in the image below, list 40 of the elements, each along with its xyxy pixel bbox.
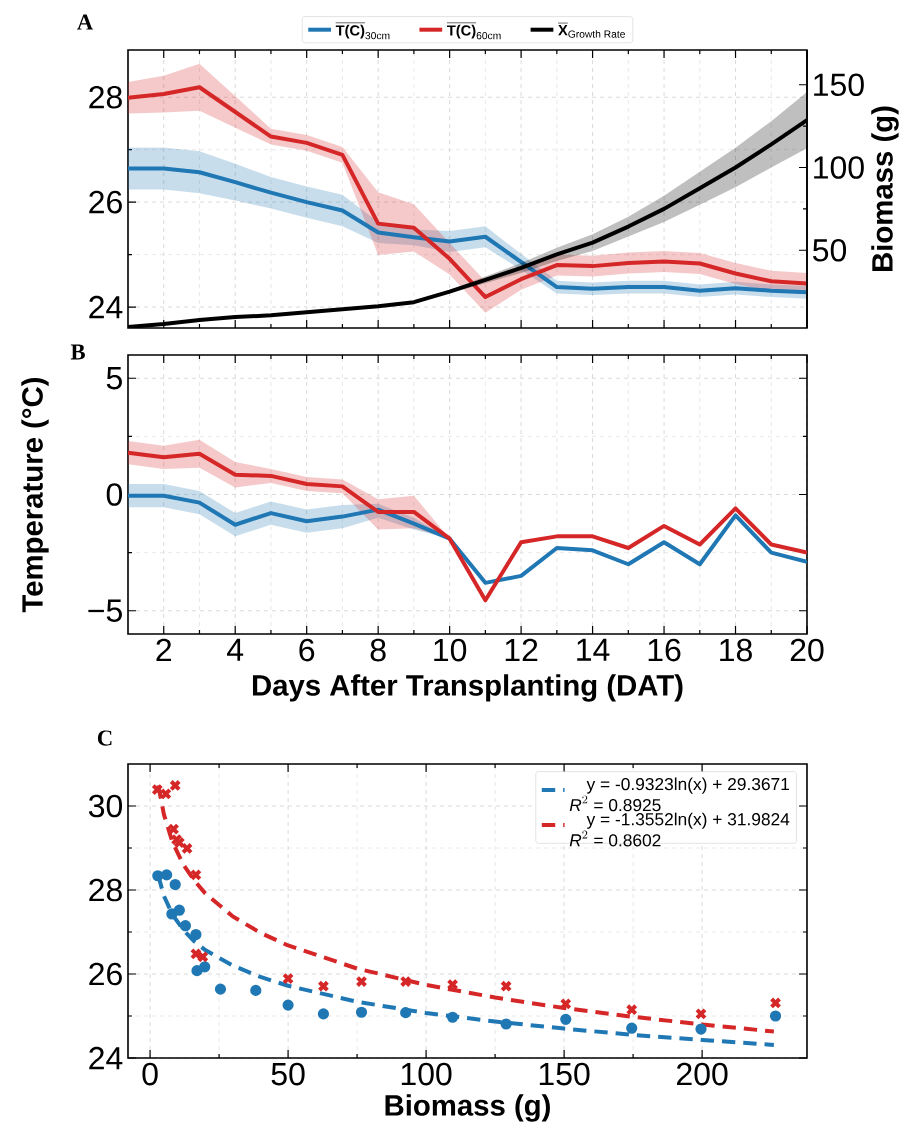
y2-tick-label: 50	[812, 238, 847, 262]
y-tick-label: 24	[89, 1046, 123, 1070]
x-tick-label: 50	[271, 1062, 305, 1086]
legend-label: $\begin{array}{@{}l@{}}\text{\hspace{1em}y = -1.3552ln(x) + 31.9824}\\ \text{\itshape R}^{2}\text{ = 0.8602}\end{array}$	[569, 812, 790, 847]
x-tick-label: 14	[577, 638, 610, 661]
x-tick-label: 150	[539, 1062, 590, 1086]
x-tick-label: 10	[434, 638, 467, 662]
x-tick-label: 0	[142, 1062, 158, 1086]
x-tick-label: 18	[720, 638, 752, 662]
y-tick-label: 0	[106, 483, 123, 506]
legend-label: $\overline{\text{\bfseries X}}_{\text{Growth Rate}}$	[558, 23, 625, 38]
y-tick-label: 24	[89, 295, 123, 319]
y2-tick-label: 100	[814, 156, 864, 179]
x-tick-label: 100	[401, 1062, 452, 1086]
y-tick-label: 5	[106, 367, 122, 390]
chart-title: B	[70, 344, 85, 360]
x-tick-label: 4	[227, 638, 244, 661]
y-tick-label: 26	[89, 190, 122, 214]
y-tick-label: 26	[89, 962, 122, 986]
y-axis-title: Temperature (°C)	[21, 377, 49, 613]
legend-label: $\overline{\text{\bfseries T(C)}}_{\text{60cm}}$	[446, 22, 501, 40]
chart-title: C	[97, 730, 112, 746]
x-tick-label: 12	[505, 638, 538, 662]
y-tick-label: 28	[89, 878, 122, 902]
x-tick-label: 2	[156, 638, 172, 662]
x-tick-label: 20	[790, 638, 824, 662]
x-tick-label: 8	[370, 638, 386, 662]
y2-tick-label: 150	[814, 73, 864, 97]
legend-label: $\begin{array}{@{}l@{}}\text{\hspace{1em}y = -0.9323ln(x) + 29.3671}\\ \text{\itshape R}^{2}\text{ = 0.8925}\end{array}$	[569, 777, 790, 812]
y-tick-label: 28	[89, 85, 122, 109]
legend-label: $\overline{\text{\bfseries T(C)}}_{\text{30cm}}$	[335, 22, 390, 40]
x-tick-label: 6	[299, 638, 315, 662]
chart-title: A	[77, 14, 94, 30]
x-tick-label: 16	[648, 638, 681, 662]
y-tick-label: −5	[88, 599, 122, 622]
x-tick-label: 200	[677, 1062, 728, 1086]
y-tick-label: 30	[88, 794, 123, 818]
y2-axis-title: Biomass (g)	[871, 106, 899, 271]
x-axis-title: Biomass (g)	[385, 1094, 550, 1122]
x-axis-title: Days After Transplanting (DAT)	[252, 674, 683, 702]
